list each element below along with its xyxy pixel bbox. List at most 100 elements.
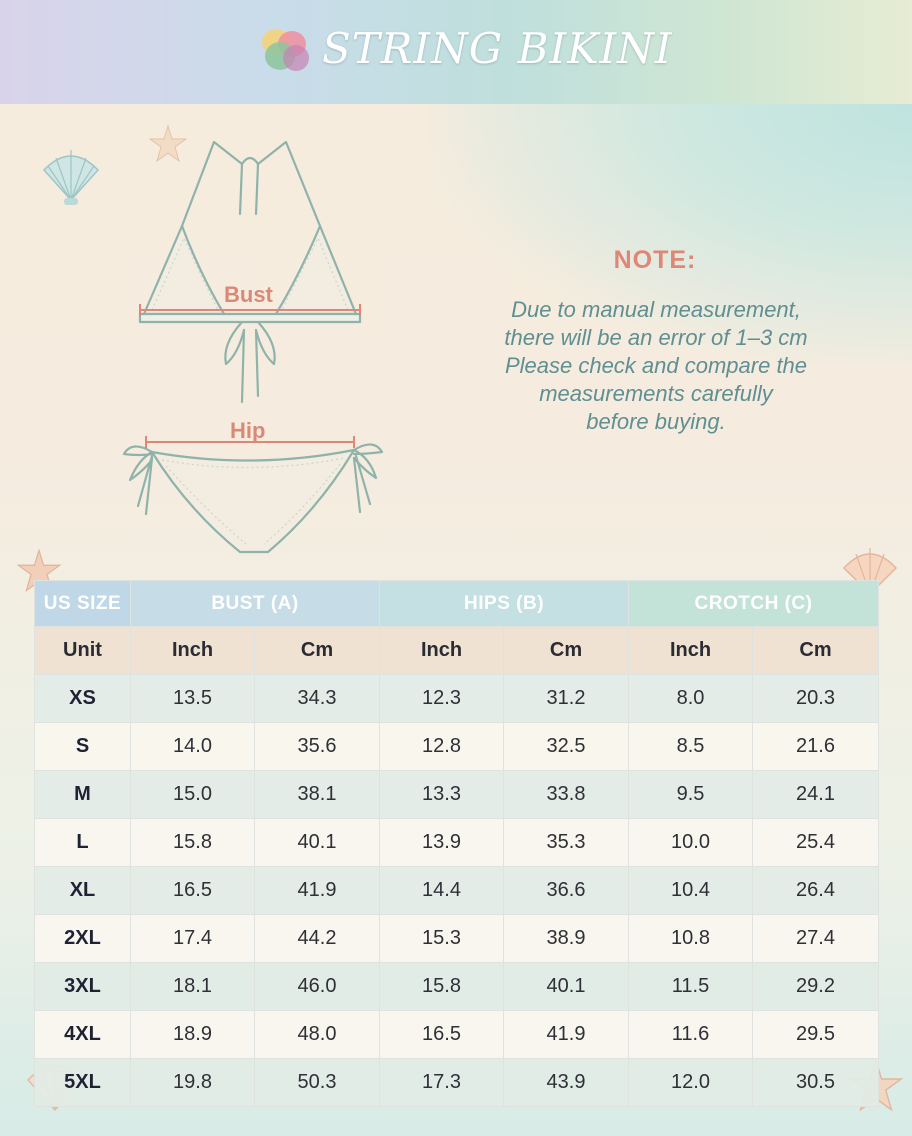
sea-decoration xyxy=(430,104,912,364)
measurement-cell: 20.3 xyxy=(752,674,880,723)
measurement-cell: 29.5 xyxy=(752,1010,880,1059)
measurement-cell: 9.5 xyxy=(628,770,754,819)
measurement-cell: 12.3 xyxy=(379,674,505,723)
measurement-cell: 44.2 xyxy=(253,914,381,963)
header-hips: HIPS (B) xyxy=(379,580,630,627)
table-row: 3XL 18.1 46.0 15.8 40.1 11.5 29.2 xyxy=(34,962,880,1011)
measurement-cell: 18.9 xyxy=(130,1010,255,1059)
table-row: XL 16.5 41.9 14.4 36.6 10.4 26.4 xyxy=(34,866,880,915)
bikini-bottom-diagram xyxy=(122,436,384,554)
measurement-cell: 12.0 xyxy=(628,1058,754,1107)
size-cell: L xyxy=(34,818,131,867)
header-crotch: CROTCH (C) xyxy=(628,580,880,627)
measurement-cell: 41.9 xyxy=(503,1010,630,1059)
measurement-cell: 13.3 xyxy=(379,770,505,819)
measurement-cell: 10.4 xyxy=(628,866,754,915)
measurement-cell: 40.1 xyxy=(503,962,630,1011)
measurement-cell: 21.6 xyxy=(752,722,880,771)
table-row: 2XL 17.4 44.2 15.3 38.9 10.8 27.4 xyxy=(34,914,880,963)
measurement-cell: 17.4 xyxy=(130,914,255,963)
measurement-cell: 13.5 xyxy=(130,674,255,723)
size-cell: XL xyxy=(34,866,131,915)
header-bust: BUST (A) xyxy=(129,580,381,627)
table-row: M 15.0 38.1 13.3 33.8 9.5 24.1 xyxy=(34,770,880,819)
measurement-cell: 24.1 xyxy=(752,770,880,819)
table-row: XS 13.5 34.3 12.3 31.2 8.0 20.3 xyxy=(34,674,880,723)
hip-label: Hip xyxy=(230,418,266,443)
measurement-cell: 25.4 xyxy=(752,818,880,867)
measurement-cell: 13.9 xyxy=(379,818,505,867)
table-row: L 15.8 40.1 13.9 35.3 10.0 25.4 xyxy=(34,818,880,867)
note-body: Due to manual measurement, there will be… xyxy=(470,296,842,436)
measurement-cell: 14.4 xyxy=(379,866,505,915)
note-line: Due to manual measurement, xyxy=(511,297,801,322)
measurement-cell: 46.0 xyxy=(253,962,381,1011)
measurement-cell: 31.2 xyxy=(503,674,630,723)
table-row: S 14.0 35.6 12.8 32.5 8.5 21.6 xyxy=(34,722,880,771)
measurement-cell: 50.3 xyxy=(253,1058,381,1107)
measurement-cell: 26.4 xyxy=(752,866,880,915)
measurement-cell: 15.8 xyxy=(379,962,505,1011)
note-line: measurements carefully xyxy=(539,381,773,406)
measurement-cell: 41.9 xyxy=(253,866,381,915)
measurement-cell: 36.6 xyxy=(503,866,630,915)
size-chart-table: US SIZE BUST (A) HIPS (B) CROTCH (C) Uni… xyxy=(34,580,880,1107)
size-cell: 4XL xyxy=(34,1010,131,1059)
bikini-top-diagram xyxy=(138,140,362,404)
note-line: Please check and compare the xyxy=(504,353,808,378)
measurement-cell: 11.5 xyxy=(628,962,754,1011)
measurement-cell: 40.1 xyxy=(253,818,381,867)
header-band: STRING BIKINI xyxy=(0,0,912,104)
measurement-cell: 12.8 xyxy=(379,722,505,771)
measurement-cell: 10.0 xyxy=(628,818,754,867)
unit-cell: Inch xyxy=(379,626,505,675)
brand-logo-icon xyxy=(262,29,309,71)
unit-cell: Cm xyxy=(503,626,630,675)
measurement-cell: 11.6 xyxy=(628,1010,754,1059)
measurement-cell: 16.5 xyxy=(379,1010,505,1059)
measurement-cell: 8.0 xyxy=(628,674,754,723)
measurement-cell: 48.0 xyxy=(253,1010,381,1059)
measurement-cell: 15.3 xyxy=(379,914,505,963)
measurement-cell: 34.3 xyxy=(253,674,381,723)
measurement-cell: 8.5 xyxy=(628,722,754,771)
measurement-cell: 33.8 xyxy=(503,770,630,819)
unit-cell: Unit xyxy=(34,626,131,675)
measurement-cell: 38.1 xyxy=(253,770,381,819)
measurement-cell: 15.8 xyxy=(130,818,255,867)
starfish-icon xyxy=(148,124,188,163)
table-row: 5XL 19.8 50.3 17.3 43.9 12.0 30.5 xyxy=(34,1058,880,1107)
measurement-cell: 38.9 xyxy=(503,914,630,963)
measurement-cell: 17.3 xyxy=(379,1058,505,1107)
size-cell: 3XL xyxy=(34,962,131,1011)
header-us-size: US SIZE xyxy=(34,580,131,627)
size-cell: 2XL xyxy=(34,914,131,963)
unit-cell: Cm xyxy=(253,626,381,675)
measurement-cell: 15.0 xyxy=(130,770,255,819)
seashell-icon xyxy=(42,150,100,205)
table-row: 4XL 18.9 48.0 16.5 41.9 11.6 29.5 xyxy=(34,1010,880,1059)
bust-label: Bust xyxy=(224,282,273,307)
note-line: before buying. xyxy=(586,409,726,434)
measurement-cell: 43.9 xyxy=(503,1058,630,1107)
measurement-cell: 29.2 xyxy=(752,962,880,1011)
note-line: there will be an error of 1–3 cm xyxy=(504,325,808,350)
measurement-cell: 10.8 xyxy=(628,914,754,963)
unit-cell: Inch xyxy=(628,626,754,675)
measurement-cell: 27.4 xyxy=(752,914,880,963)
measurement-cell: 16.5 xyxy=(130,866,255,915)
page-title: STRING BIKINI xyxy=(322,24,673,73)
measurement-cell: 14.0 xyxy=(130,722,255,771)
table-header-row: US SIZE BUST (A) HIPS (B) CROTCH (C) xyxy=(34,580,880,627)
measurement-cell: 35.6 xyxy=(253,722,381,771)
unit-row: Unit Inch Cm Inch Cm Inch Cm xyxy=(34,626,880,675)
unit-cell: Cm xyxy=(752,626,880,675)
size-cell: 5XL xyxy=(34,1058,131,1107)
measurement-cell: 18.1 xyxy=(130,962,255,1011)
size-cell: S xyxy=(34,722,131,771)
size-cell: XS xyxy=(34,674,131,723)
size-cell: M xyxy=(34,770,131,819)
note-title: NOTE: xyxy=(613,246,697,274)
measurement-cell: 35.3 xyxy=(503,818,630,867)
measurement-cell: 32.5 xyxy=(503,722,630,771)
